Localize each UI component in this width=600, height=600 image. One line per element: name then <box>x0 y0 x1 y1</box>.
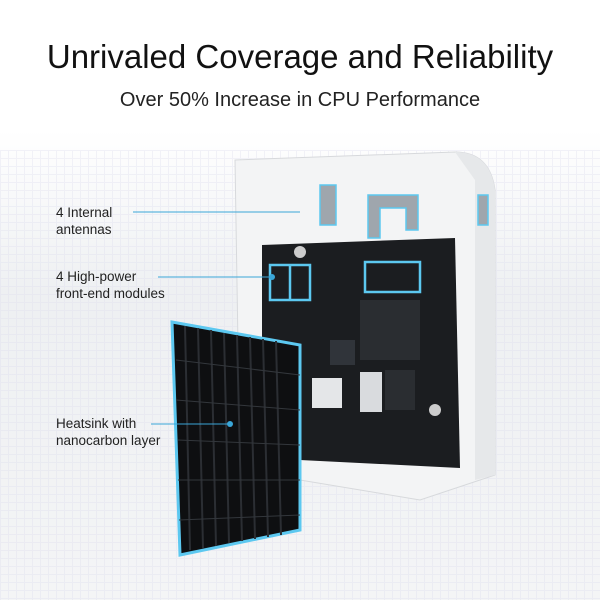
callout-text: front-end modules <box>56 286 165 301</box>
callout-lines <box>133 211 300 425</box>
callout-text: Heatsink with <box>56 416 137 431</box>
page-subtitle: Over 50% Increase in CPU Performance <box>119 89 481 111</box>
callout-dot <box>269 274 275 280</box>
callout-front-end-modules: 4 High-power front-end modules <box>56 268 165 302</box>
circuit-board <box>262 238 460 468</box>
callout-antennas: 4 Internal antennas <box>56 204 112 238</box>
callout-dot <box>227 421 233 427</box>
callout-text: nanocarbon layer <box>56 433 161 448</box>
front-end-modules <box>268 260 422 302</box>
callout-text: 4 High-power <box>56 269 137 284</box>
antennas <box>319 184 489 239</box>
page-title: Unrivaled Coverage and Reliability <box>46 38 554 75</box>
callout-text: antennas <box>56 222 112 237</box>
callout-heatsink: Heatsink with nanocarbon layer <box>56 415 160 449</box>
callout-text: 4 Internal <box>56 205 113 220</box>
heatsink <box>170 320 302 557</box>
